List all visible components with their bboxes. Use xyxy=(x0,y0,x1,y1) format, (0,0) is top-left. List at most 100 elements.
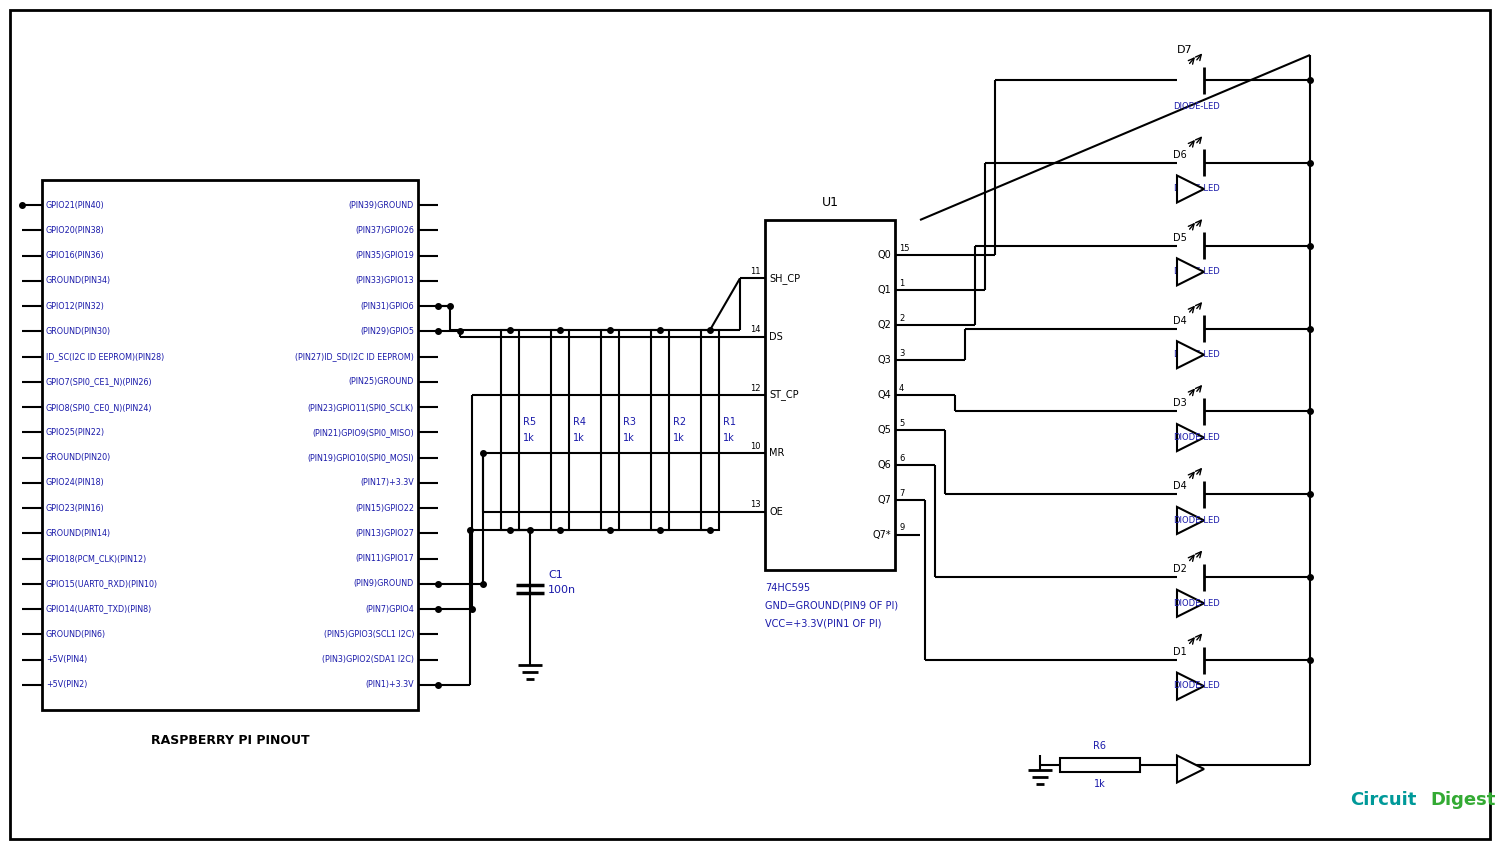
Text: Q2: Q2 xyxy=(878,320,891,330)
Text: 14: 14 xyxy=(750,325,760,335)
Text: (PIN27)ID_SD(I2C ID EEPROM): (PIN27)ID_SD(I2C ID EEPROM) xyxy=(296,352,414,361)
Text: 1k: 1k xyxy=(622,433,634,443)
Text: 5: 5 xyxy=(898,419,904,428)
Text: (PIN31)GPIO6: (PIN31)GPIO6 xyxy=(360,301,414,311)
Text: R4: R4 xyxy=(573,417,586,427)
Text: OE: OE xyxy=(770,507,783,517)
Text: Q7: Q7 xyxy=(878,495,891,505)
Polygon shape xyxy=(1178,507,1204,534)
Text: GPIO21(PIN40): GPIO21(PIN40) xyxy=(46,200,105,210)
Text: 1k: 1k xyxy=(674,433,684,443)
Text: DIODE-LED: DIODE-LED xyxy=(1173,682,1219,690)
Text: D3: D3 xyxy=(1173,398,1186,408)
Text: Circuit: Circuit xyxy=(1350,791,1416,809)
Text: R6: R6 xyxy=(1094,741,1107,751)
Text: 1: 1 xyxy=(898,278,904,288)
Polygon shape xyxy=(1178,176,1204,203)
Bar xyxy=(1060,758,1140,772)
Text: D2: D2 xyxy=(1173,564,1186,574)
Text: GPIO7(SPI0_CE1_N)(PIN26): GPIO7(SPI0_CE1_N)(PIN26) xyxy=(46,378,153,386)
Text: 6: 6 xyxy=(898,453,904,463)
Text: R2: R2 xyxy=(674,417,686,427)
Text: DIODE-LED: DIODE-LED xyxy=(1173,267,1219,276)
Text: R3: R3 xyxy=(622,417,636,427)
Text: 9: 9 xyxy=(898,524,904,532)
Text: GPIO20(PIN38): GPIO20(PIN38) xyxy=(46,226,105,235)
Text: DIODE-LED: DIODE-LED xyxy=(1173,350,1219,359)
Text: +5V(PIN4): +5V(PIN4) xyxy=(46,655,87,664)
Text: GROUND(PIN34): GROUND(PIN34) xyxy=(46,277,111,285)
Text: 100n: 100n xyxy=(548,585,576,595)
Text: D5: D5 xyxy=(1173,233,1186,243)
Text: DIODE-LED: DIODE-LED xyxy=(1173,184,1219,194)
Text: 2: 2 xyxy=(898,313,904,323)
Text: (PIN39)GROUND: (PIN39)GROUND xyxy=(348,200,414,210)
Text: Digest: Digest xyxy=(1430,791,1496,809)
Bar xyxy=(602,330,619,530)
Text: Q6: Q6 xyxy=(878,460,891,470)
Text: ID_SC(I2C ID EEPROM)(PIN28): ID_SC(I2C ID EEPROM)(PIN28) xyxy=(46,352,165,361)
Bar xyxy=(550,330,568,530)
Text: RASPBERRY PI PINOUT: RASPBERRY PI PINOUT xyxy=(150,734,309,746)
Text: D6: D6 xyxy=(1173,150,1186,160)
Text: GROUND(PIN6): GROUND(PIN6) xyxy=(46,630,106,638)
Text: DIODE-LED: DIODE-LED xyxy=(1173,102,1219,110)
Text: MR: MR xyxy=(770,448,784,458)
Text: SH_CP: SH_CP xyxy=(770,273,800,284)
Text: DS: DS xyxy=(770,332,783,341)
Text: GPIO18(PCM_CLK)(PIN12): GPIO18(PCM_CLK)(PIN12) xyxy=(46,554,147,563)
Text: GROUND(PIN20): GROUND(PIN20) xyxy=(46,453,111,462)
Text: GPIO23(PIN16): GPIO23(PIN16) xyxy=(46,503,105,513)
Text: GPIO14(UART0_TXD)(PIN8): GPIO14(UART0_TXD)(PIN8) xyxy=(46,604,153,614)
Text: 1k: 1k xyxy=(573,433,585,443)
Text: (PIN15)GPIO22: (PIN15)GPIO22 xyxy=(356,503,414,513)
Text: Q0: Q0 xyxy=(878,250,891,260)
Text: (PIN1)+3.3V: (PIN1)+3.3V xyxy=(366,680,414,689)
Text: D7: D7 xyxy=(1178,45,1192,55)
Text: DIODE-LED: DIODE-LED xyxy=(1173,433,1219,442)
Text: D4: D4 xyxy=(1173,316,1186,325)
Text: 1k: 1k xyxy=(524,433,534,443)
Text: (PIN9)GROUND: (PIN9)GROUND xyxy=(354,579,414,588)
Text: GPIO8(SPI0_CE0_N)(PIN24): GPIO8(SPI0_CE0_N)(PIN24) xyxy=(46,402,153,412)
Text: 13: 13 xyxy=(750,500,760,509)
Bar xyxy=(700,330,718,530)
Bar xyxy=(651,330,669,530)
Text: 3: 3 xyxy=(898,348,904,357)
Text: 12: 12 xyxy=(750,384,760,392)
Polygon shape xyxy=(1178,672,1204,700)
Text: Q4: Q4 xyxy=(878,390,891,400)
Text: (PIN5)GPIO3(SCL1 I2C): (PIN5)GPIO3(SCL1 I2C) xyxy=(324,630,414,638)
Text: (PIN3)GPIO2(SDA1 I2C): (PIN3)GPIO2(SDA1 I2C) xyxy=(322,655,414,664)
Text: (PIN19)GPIO10(SPI0_MOSI): (PIN19)GPIO10(SPI0_MOSI) xyxy=(308,453,414,462)
Text: 1k: 1k xyxy=(723,433,735,443)
Text: GPIO16(PIN36): GPIO16(PIN36) xyxy=(46,251,105,260)
Text: 11: 11 xyxy=(750,267,760,276)
Polygon shape xyxy=(1178,756,1204,783)
Text: GROUND(PIN30): GROUND(PIN30) xyxy=(46,327,111,336)
Text: R5: R5 xyxy=(524,417,536,427)
Text: 4: 4 xyxy=(898,384,904,392)
Text: R1: R1 xyxy=(723,417,736,427)
Bar xyxy=(765,220,896,570)
Text: GND=GROUND(PIN9 OF PI): GND=GROUND(PIN9 OF PI) xyxy=(765,601,898,611)
Bar xyxy=(501,330,519,530)
Text: GPIO15(UART0_RXD)(PIN10): GPIO15(UART0_RXD)(PIN10) xyxy=(46,579,158,588)
Text: 74HC595: 74HC595 xyxy=(765,583,810,593)
Polygon shape xyxy=(1178,258,1204,285)
Text: D1: D1 xyxy=(1173,647,1186,657)
Text: GROUND(PIN14): GROUND(PIN14) xyxy=(46,529,111,537)
Text: (PIN37)GPIO26: (PIN37)GPIO26 xyxy=(356,226,414,235)
Text: (PIN21)GPIO9(SPI0_MISO): (PIN21)GPIO9(SPI0_MISO) xyxy=(312,428,414,437)
Text: +5V(PIN2): +5V(PIN2) xyxy=(46,680,87,689)
Text: ST_CP: ST_CP xyxy=(770,390,798,401)
Text: C1: C1 xyxy=(548,570,562,580)
Text: Q3: Q3 xyxy=(878,355,891,365)
Text: 1k: 1k xyxy=(1094,779,1106,789)
Polygon shape xyxy=(1178,341,1204,368)
Text: (PIN11)GPIO17: (PIN11)GPIO17 xyxy=(356,554,414,563)
Text: 15: 15 xyxy=(898,244,909,252)
Text: (PIN33)GPIO13: (PIN33)GPIO13 xyxy=(356,277,414,285)
Text: (PIN17)+3.3V: (PIN17)+3.3V xyxy=(360,478,414,487)
Text: Q7*: Q7* xyxy=(873,530,891,540)
